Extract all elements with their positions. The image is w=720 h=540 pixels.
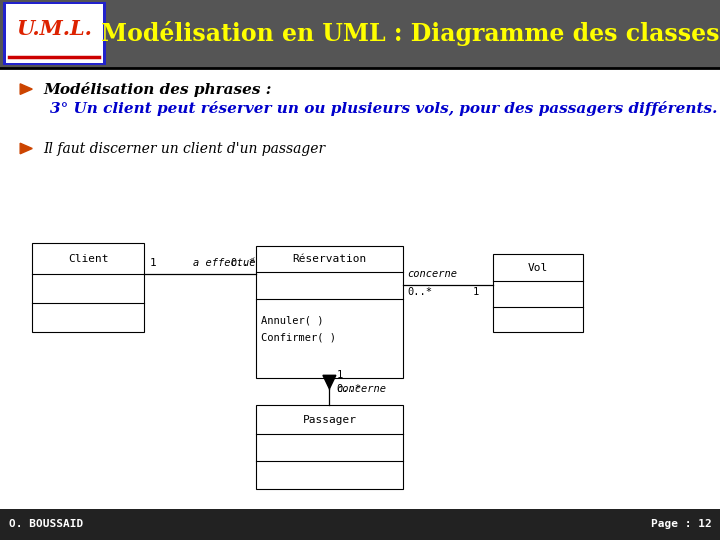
Bar <box>256 246 403 378</box>
Text: 0..*: 0..* <box>336 384 361 394</box>
Text: O. BOUSSAID: O. BOUSSAID <box>9 519 83 529</box>
Text: 3° Un client peut réserver un ou plusieurs vols, pour des passagers différents.: 3° Un client peut réserver un ou plusieu… <box>50 100 718 116</box>
Text: a effectué: a effectué <box>192 258 255 268</box>
Text: 0..*: 0..* <box>408 287 433 298</box>
Text: 1: 1 <box>336 370 343 380</box>
Polygon shape <box>20 143 32 154</box>
Text: U.M.L.: U.M.L. <box>17 19 92 39</box>
Bar <box>0 509 720 540</box>
Text: concerne: concerne <box>336 384 387 394</box>
Text: Annuler( )
Confirmer( ): Annuler( ) Confirmer( ) <box>261 315 336 342</box>
Bar <box>0 0 720 68</box>
Text: Modélisation des phrases :: Modélisation des phrases : <box>43 82 271 97</box>
Text: Client: Client <box>68 254 109 264</box>
Text: 0..*: 0..* <box>230 258 256 268</box>
Text: Il faut discerner un client d'un passager: Il faut discerner un client d'un passage… <box>43 141 325 156</box>
Bar <box>493 254 583 332</box>
Bar <box>256 405 403 489</box>
Text: 1: 1 <box>150 258 156 268</box>
Text: concerne: concerne <box>408 269 457 279</box>
Text: Vol: Vol <box>528 262 549 273</box>
Polygon shape <box>323 375 336 389</box>
Bar <box>3 2 106 65</box>
Polygon shape <box>20 84 32 94</box>
Text: 1: 1 <box>473 287 480 298</box>
Bar <box>6 4 103 63</box>
Bar <box>32 243 144 332</box>
Text: Page : 12: Page : 12 <box>651 519 711 529</box>
Text: Réservation: Réservation <box>292 254 366 264</box>
Text: Passager: Passager <box>302 415 356 424</box>
Text: Modélisation en UML : Diagramme des classes: Modélisation en UML : Diagramme des clas… <box>101 21 720 46</box>
